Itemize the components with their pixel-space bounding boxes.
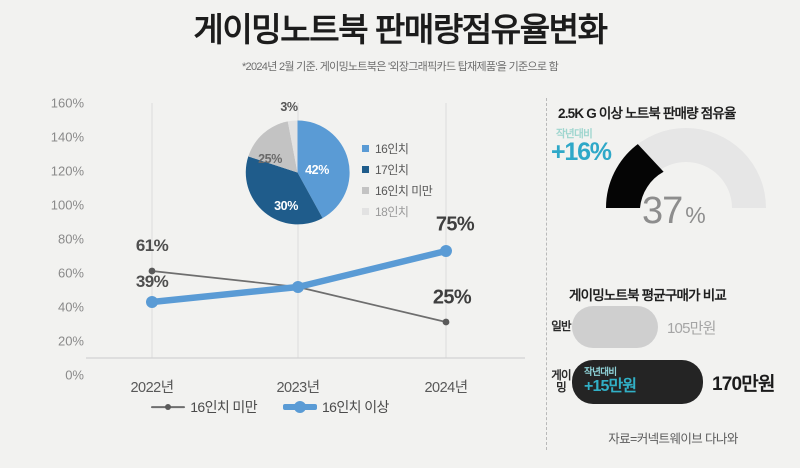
y-tick: 140% [50, 129, 84, 145]
line-chart: 160% 140% 120% 100% 80% 60% 40% 20% 0% [0, 90, 540, 435]
panel-divider [546, 98, 547, 450]
pie-label-16inch: 42% [305, 163, 329, 177]
legend-line-marker-icon [283, 401, 317, 413]
price-comparison: 일반 105만원 게이밍 작년대비 +15만원 170만원 [546, 306, 800, 416]
gauge-heading: 2.5K G 이상 노트북 판매량 점유율 [558, 106, 736, 121]
page-title: 게이밍노트북 판매량점유율변화 [193, 11, 608, 48]
x-label-2022: 2022년 [130, 380, 174, 396]
price-bar-gaming: 작년대비 +15만원 [572, 360, 703, 404]
point-label-under16-2024: 25% [432, 286, 472, 309]
legend-swatch-icon [362, 187, 369, 194]
y-tick: 80% [57, 231, 84, 247]
price-row-general: 일반 105만원 [546, 306, 800, 348]
page-subtitle: *2024년 2월 기준. 게이밍노트북은 '외장그래픽카드 탑재제품'을 기준… [241, 61, 559, 73]
gauge-value-number: 37 [642, 190, 683, 232]
pie-legend-item-17inch: 17인치 [362, 159, 482, 180]
price-yoy-label: 작년대비 [584, 367, 617, 378]
y-tick: 120% [50, 163, 84, 179]
gauge-chart [600, 120, 772, 212]
pie-legend-item-18inch: 18인치 [362, 201, 482, 222]
gauge-value-unit: % [685, 202, 705, 228]
pie-legend-label: 18인치 [375, 204, 409, 219]
price-yoy-value: +15만원 [584, 378, 637, 395]
legend-label: 16인치 이상 [322, 399, 389, 415]
price-yoy-badge: 작년대비 +15만원 [584, 367, 637, 396]
y-tick: 60% [57, 265, 84, 281]
series-point-over16-2024 [440, 245, 452, 257]
source-note: 자료=커넥트웨이브 다나와 [608, 432, 738, 446]
pie-legend-item-16inch: 16인치 [362, 138, 482, 159]
pie-label-under16inch: 25% [258, 152, 282, 166]
pie-label-17inch: 30% [274, 199, 298, 213]
legend-item-under16[interactable]: 16인치 미만 [151, 399, 258, 415]
legend-item-over16[interactable]: 16인치 이상 [283, 400, 389, 414]
price-heading: 게이밍노트북 평균구매가 비교 [569, 288, 727, 303]
legend-label: 16인치 미만 [190, 399, 257, 415]
pie-legend-item-under16inch: 16인치 미만 [362, 180, 482, 201]
gauge-fill [606, 144, 664, 208]
point-label-over16-2022: 39% [135, 272, 169, 291]
price-bar-general [572, 306, 658, 348]
series-point-over16-2022 [146, 296, 158, 308]
y-tick: 0% [65, 367, 84, 383]
legend-swatch-icon [362, 145, 369, 152]
pie-legend-label: 17인치 [375, 162, 409, 177]
x-label-2023: 2023년 [276, 380, 320, 396]
series-point-under16-2024 [442, 318, 450, 326]
gauge-track [606, 128, 766, 208]
pie-legend-label: 16인치 미만 [375, 183, 433, 198]
legend-swatch-icon [362, 208, 369, 215]
series-point-over16-2023 [292, 281, 304, 293]
gauge-value: 37% [642, 190, 706, 234]
point-label-over16-2024: 75% [435, 213, 475, 236]
pie-legend: 16인치 17인치 16인치 미만 18인치 [362, 138, 482, 222]
pie-chart: 42% 30% 25% 3% [245, 100, 350, 225]
pie-label-18inch: 3% [280, 100, 298, 114]
legend-line-marker-icon [151, 401, 186, 413]
pie-slice-18inch [287, 120, 298, 173]
price-category-gaming: 게이밍 [551, 369, 571, 395]
price-category-general: 일반 [551, 320, 571, 333]
pie-slice-17inch [245, 156, 323, 225]
price-row-gaming: 게이밍 작년대비 +15만원 170만원 [546, 360, 800, 404]
y-tick: 100% [50, 197, 84, 213]
x-label-2024: 2024년 [424, 380, 468, 396]
pie-slice-under16inch [248, 121, 298, 173]
gauge-yoy-value: +16% [551, 138, 612, 166]
y-tick: 40% [57, 299, 84, 315]
pie-slice-16inch [297, 120, 350, 219]
x-axis: 2022년 2023년 2024년 [0, 362, 540, 396]
pie-legend-label: 16인치 [375, 141, 409, 156]
price-value-gaming: 170만원 [712, 373, 775, 395]
series-point-under16-2022 [148, 267, 156, 275]
gauge-yoy-label: 작년대비 [556, 128, 593, 140]
legend-swatch-icon [362, 166, 369, 173]
right-panel: 2.5K G 이상 노트북 판매량 점유율 작년대비 +16% 37% 게이밍노… [546, 90, 800, 468]
point-label-under16-2022: 61% [135, 236, 169, 255]
y-tick: 160% [50, 95, 84, 111]
y-tick: 20% [57, 333, 84, 349]
line-chart-legend: 16인치 미만 16인치 이상 [0, 400, 540, 414]
y-axis: 160% 140% 120% 100% 80% 60% 40% 20% 0% [18, 97, 84, 382]
price-value-general: 105만원 [667, 319, 716, 337]
